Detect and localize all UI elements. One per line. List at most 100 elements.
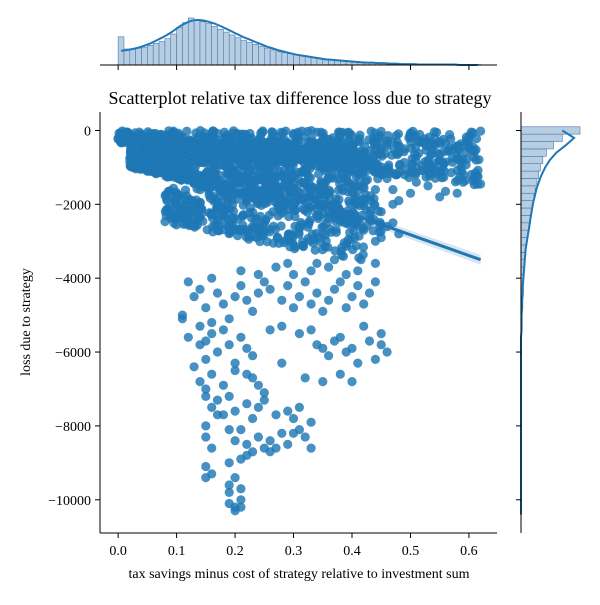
scatter-point	[260, 138, 269, 147]
x-tick-label: 0.5	[402, 544, 420, 559]
x-tick-label: 0.0	[109, 544, 127, 559]
right-hist-bar	[521, 171, 539, 178]
scatter-point	[448, 153, 457, 162]
chart-title: Scatterplot relative tax difference loss…	[108, 88, 491, 108]
top-hist-bar	[130, 49, 136, 65]
x-tick-label: 0.1	[168, 544, 186, 559]
scatter-point	[296, 223, 305, 232]
scatter-point	[318, 377, 327, 386]
scatter-point	[201, 421, 210, 430]
scatter-point	[277, 359, 286, 368]
scatter-point	[266, 325, 275, 334]
scatter-point	[225, 229, 234, 238]
right-hist-bar	[521, 178, 537, 185]
scatter-point	[310, 148, 319, 157]
y-tick-label: 0	[84, 124, 91, 139]
top-hist-bar	[223, 32, 229, 65]
scatter-point	[418, 137, 427, 146]
scatter-point	[176, 167, 185, 176]
top-hist-bar	[264, 48, 270, 65]
top-hist-bar	[241, 41, 247, 65]
scatter-point	[201, 392, 210, 401]
scatter-point	[189, 211, 198, 220]
scatter-point	[283, 407, 292, 416]
scatter-point	[248, 414, 257, 423]
scatter-point	[309, 183, 318, 192]
scatter-point	[171, 195, 180, 204]
scatter-point	[441, 187, 450, 196]
scatter-point	[225, 392, 234, 401]
y-tick-label: −10000	[48, 494, 91, 509]
scatter-point	[371, 355, 380, 364]
scatter-point	[370, 140, 379, 149]
scatter-point	[345, 146, 354, 155]
scatter-point	[169, 211, 178, 220]
scatter-point	[375, 149, 384, 158]
scatter-point	[242, 399, 251, 408]
scatter-point	[269, 156, 278, 165]
scatter-point	[301, 373, 310, 382]
scatter-point	[260, 277, 269, 286]
scatter-point	[295, 403, 304, 412]
scatter-point	[195, 322, 204, 331]
right-hist-bar	[521, 142, 553, 149]
scatter-point	[150, 157, 159, 166]
top-hist-bar	[288, 54, 294, 65]
scatter-point	[196, 185, 205, 194]
scatter-point	[467, 128, 476, 137]
scatter-point	[307, 418, 316, 427]
scatter-point	[330, 285, 339, 294]
scatter-point	[324, 296, 333, 305]
scatter-point	[225, 340, 234, 349]
top-hist-bar	[136, 48, 142, 65]
scatter-point	[207, 274, 216, 283]
top-hist-bar	[200, 22, 206, 65]
scatter-point	[371, 277, 380, 286]
scatter-point	[392, 131, 401, 140]
top-hist-bar	[182, 23, 188, 65]
right-hist-bar	[521, 127, 580, 134]
top-hist-bar	[294, 55, 300, 65]
scatter-point	[254, 432, 263, 441]
scatter-point	[377, 329, 386, 338]
scatter-point	[464, 137, 473, 146]
scatter-point	[185, 138, 194, 147]
x-tick-label: 0.4	[343, 544, 361, 559]
scatter-point	[295, 292, 304, 301]
scatter-point	[373, 174, 382, 183]
scatter-point	[254, 403, 263, 412]
scatter-point	[164, 189, 173, 198]
scatter-point	[178, 214, 187, 223]
scatter-point	[201, 355, 210, 364]
scatter-point	[277, 296, 286, 305]
scatter-point	[219, 325, 228, 334]
scatter-point	[227, 195, 236, 204]
scatter-point	[324, 351, 333, 360]
scatter-point	[213, 347, 222, 356]
scatter-point	[342, 347, 351, 356]
scatter-point	[312, 259, 321, 268]
scatter-point	[476, 179, 485, 188]
scatter-point	[209, 127, 218, 136]
scatter-point	[459, 178, 468, 187]
right-hist-bar	[521, 134, 562, 141]
scatter-point	[184, 333, 193, 342]
top-hist-bar	[159, 42, 165, 66]
scatter-point	[190, 292, 199, 301]
scatter-point	[219, 381, 228, 390]
right-hist-bar	[521, 186, 535, 193]
scatter-point	[317, 162, 326, 171]
scatter-point	[201, 303, 210, 312]
top-hist-bar	[153, 43, 159, 65]
scatter-point	[330, 246, 339, 255]
scatter-point	[329, 152, 338, 161]
scatter-point	[242, 451, 251, 460]
scatter-point	[367, 127, 376, 136]
scatter-point	[317, 182, 326, 191]
scatter-point	[289, 303, 298, 312]
scatter-point	[257, 231, 266, 240]
y-tick-label: −8000	[55, 420, 91, 435]
scatter-point	[134, 155, 143, 164]
scatter-point	[227, 183, 236, 192]
scatter-point	[165, 154, 174, 163]
